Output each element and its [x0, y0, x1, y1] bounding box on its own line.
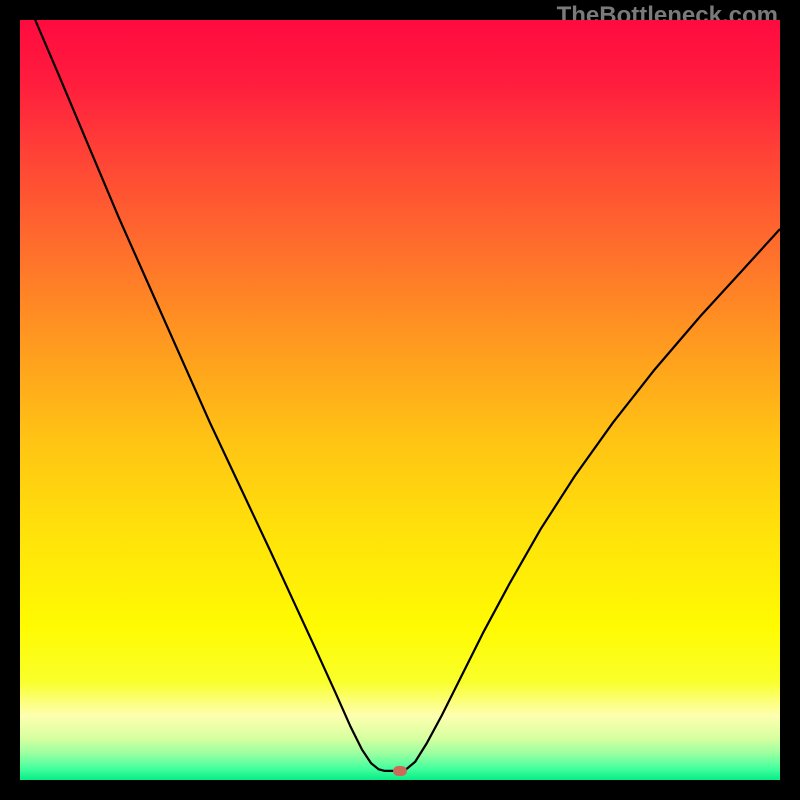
- bottleneck-curve: [35, 20, 780, 771]
- plot-area: [20, 20, 780, 780]
- curve-layer: [20, 20, 780, 780]
- minimum-marker: [393, 766, 407, 776]
- chart-outer: TheBottleneck.com: [0, 0, 800, 800]
